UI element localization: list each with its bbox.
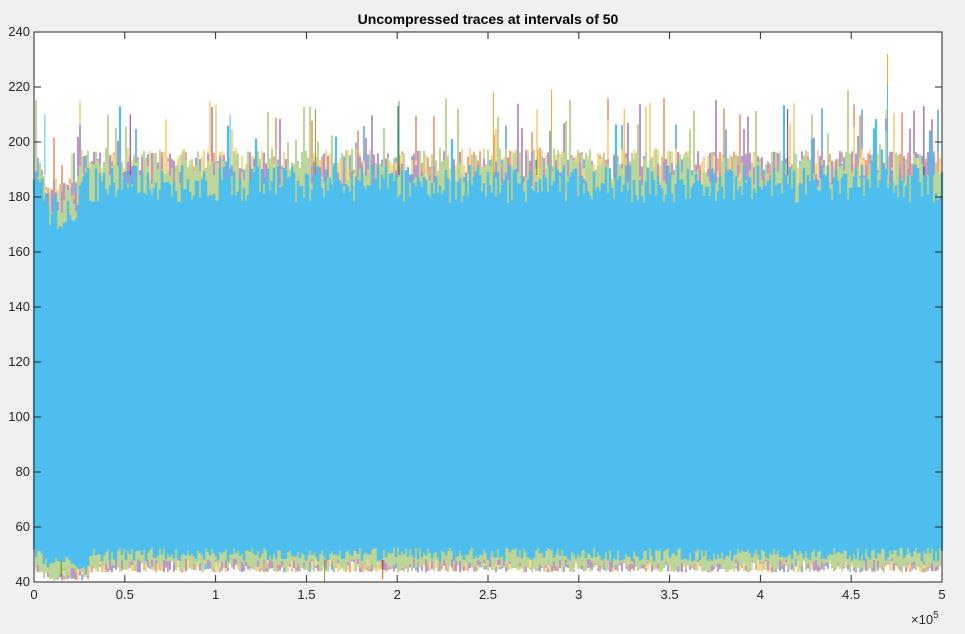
x-exponent-label: ×105 <box>911 610 939 627</box>
y-tick-label: 160 <box>8 244 30 259</box>
x-tick-label: 3 <box>575 587 582 602</box>
svg-text:×105: ×105 <box>911 610 939 627</box>
x-tick-label: 3.5 <box>661 587 679 602</box>
y-tick-label: 40 <box>16 574 30 589</box>
y-tick-label: 120 <box>8 354 30 369</box>
x-tick-label: 1.5 <box>297 587 315 602</box>
x-tick-label: 4.5 <box>842 587 860 602</box>
x-tick-label: 4 <box>757 587 764 602</box>
x-tick-label: 2 <box>394 587 401 602</box>
y-tick-label: 240 <box>8 24 30 39</box>
y-tick-label: 60 <box>16 519 30 534</box>
x-tick-label: 1 <box>212 587 219 602</box>
y-tick-label: 220 <box>8 79 30 94</box>
axes: 0 0.5 1 1.5 2 2.5 3 3.5 4 4.5 5 40 60 80 100 120 140 160 1… <box>8 24 945 602</box>
x-exponent-base: ×10 <box>911 612 933 627</box>
y-tick-label: 100 <box>8 409 30 424</box>
x-tick-label: 0 <box>30 587 37 602</box>
y-tick-label: 140 <box>8 299 30 314</box>
peaks-layer <box>44 54 925 582</box>
x-tick-label: 0.5 <box>116 587 134 602</box>
x-exponent-power: 5 <box>933 610 939 621</box>
y-tick-label: 80 <box>16 464 30 479</box>
y-tick-label: 200 <box>8 134 30 149</box>
series-layer <box>32 90 944 581</box>
x-tick-label: 5 <box>938 587 945 602</box>
x-tick-label: 2.5 <box>479 587 497 602</box>
chart-title: Uncompressed traces at intervals of 50 <box>358 11 619 27</box>
y-tick-label: 180 <box>8 189 30 204</box>
